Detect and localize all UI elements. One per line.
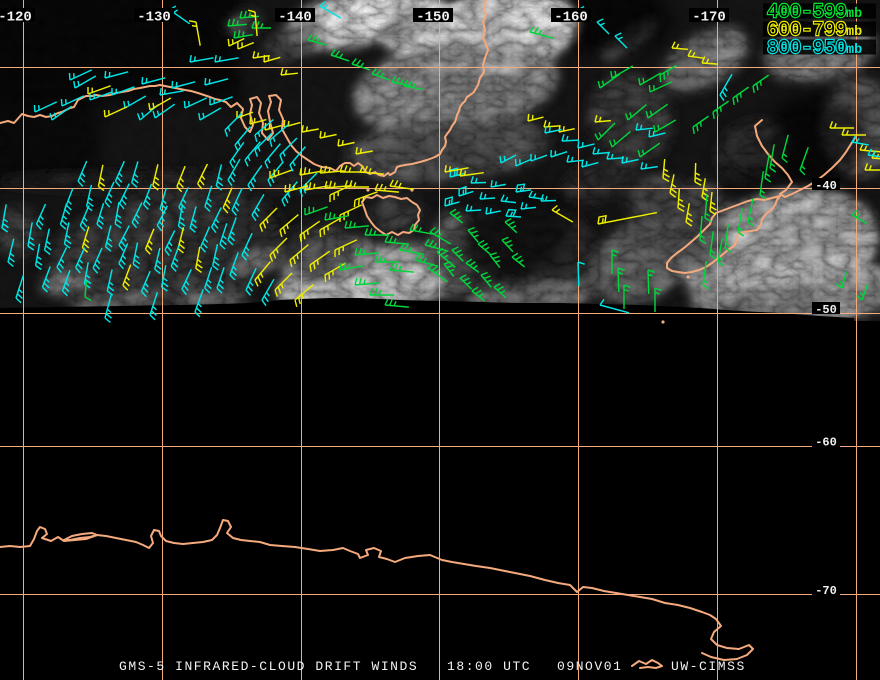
svg-text:400-599: 400-599 — [767, 1, 847, 23]
svg-text:mb: mb — [846, 43, 862, 58]
svg-text:-150: -150 — [416, 10, 450, 26]
svg-text:800-950: 800-950 — [767, 37, 847, 59]
svg-text:-160: -160 — [554, 10, 588, 26]
svg-text:-50: -50 — [815, 303, 837, 317]
svg-text:mb: mb — [846, 25, 862, 40]
svg-text:-120: -120 — [0, 10, 32, 26]
svg-text:600-799: 600-799 — [767, 19, 847, 41]
svg-text:-130: -130 — [137, 10, 171, 26]
svg-text:-170: -170 — [692, 10, 726, 26]
svg-text:mb: mb — [846, 7, 862, 22]
svg-text:-60: -60 — [815, 435, 837, 449]
svg-text:18:00 UTC: 18:00 UTC — [447, 659, 531, 674]
svg-text:-40: -40 — [815, 179, 837, 193]
svg-text:GMS-5 INFRARED-CLOUD DRIFT WIN: GMS-5 INFRARED-CLOUD DRIFT WINDS — [119, 659, 418, 674]
svg-text:-70: -70 — [815, 584, 837, 598]
svg-text:-140: -140 — [278, 10, 312, 26]
svg-text:09NOV01: 09NOV01 — [557, 659, 622, 674]
svg-text:UW-CIMSS: UW-CIMSS — [671, 659, 746, 674]
